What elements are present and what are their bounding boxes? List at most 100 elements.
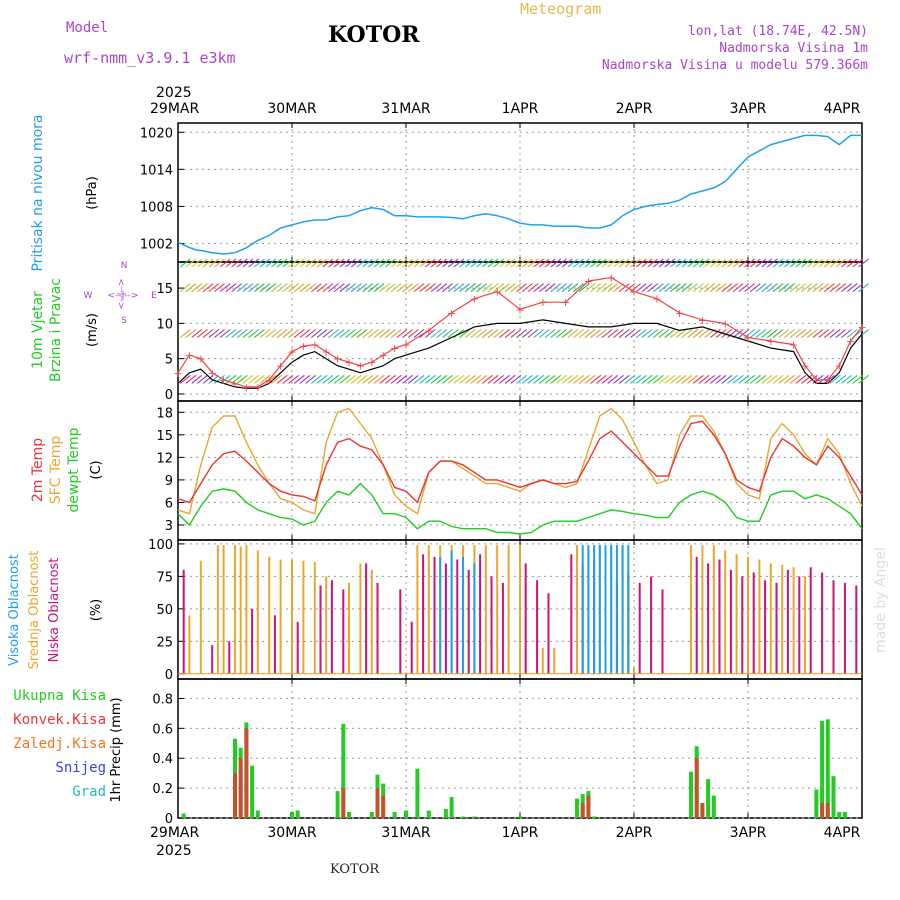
total-precip-bar [689,771,693,818]
total-precip-bar [181,813,186,818]
wind-barb [556,283,567,293]
wind-barb [362,374,373,384]
wind-gust-marker: + [185,349,194,362]
low-cloud-bar [718,559,721,674]
low-cloud-label: Niska Oblacnost [47,558,62,663]
high-cloud-bar [450,550,453,674]
mid-cloud-bar [239,546,242,674]
compass-south-label: S [121,316,127,326]
high-cloud-bar [581,545,584,674]
wind-barb [613,283,624,293]
bottom-year-label: 2025 [156,843,192,859]
wind-gust-marker: + [287,346,296,359]
wind-gust-marker: + [857,321,866,334]
wind-barb [499,258,510,268]
total-precip-bar [842,812,847,818]
wind-barb [670,283,681,293]
wind-barb [795,374,807,384]
wind-barb [293,283,305,293]
wind-barb [578,329,590,338]
wind-barb [322,258,334,268]
wind-barb [829,283,841,293]
bottom-time-label: 2APR [616,825,653,841]
wind-barb [436,329,448,338]
total-precip-bar [404,810,408,818]
wind-barb [482,283,493,293]
wind-barb [607,374,619,384]
wind-speed-line [177,319,863,389]
mid-cloud-bar [416,545,419,674]
convective-precip-bar [820,803,825,818]
wind-gust-marker: + [721,317,730,330]
wind-barb [373,374,385,384]
wind-barb [459,283,470,293]
wind-barb [573,258,584,268]
wind-barb [744,374,755,384]
convective-precip-bar [700,803,705,818]
total-precip-bar [711,795,716,818]
wind-barb [670,329,681,338]
wind-barb [208,258,220,268]
wind-barb [373,329,385,338]
wind-barb [476,283,487,293]
dewpt-temp-line [177,482,863,535]
wind-barb [789,258,801,268]
wind-barb [504,258,516,268]
wind-barb [493,374,505,384]
wind-barb [470,374,482,384]
wind-gust-marker: + [766,335,775,348]
wind-barb [288,283,299,293]
wind-barb [265,258,277,268]
low-cloud-bar [182,569,185,674]
wind-barb [385,374,396,384]
wind-barb [214,329,225,338]
wind-barb [521,258,533,268]
wind-barb [539,283,550,293]
y-tick-label: 25 [156,635,173,650]
high-cloud-bar [615,545,618,674]
mid-cloud-bar [302,560,305,674]
wind-barb [829,258,841,268]
wind-barb [567,258,579,268]
panel-frame [177,400,863,541]
wind-barb [687,374,698,384]
wind-barb [328,283,339,293]
low-cloud-bar [319,585,322,674]
wind-barb [846,283,858,293]
wind-barb [738,283,750,293]
wind-barb [841,374,852,384]
wind-barb [852,283,864,293]
wind-barb [778,329,790,338]
wind-barb [271,258,282,268]
precip-legend-hail: Grad [72,784,106,800]
wind-barb [510,374,522,384]
wind-barb [242,329,254,338]
wind-barb [362,258,373,268]
wind-barb [744,258,755,268]
wind-barb [225,258,237,268]
wind-barb [635,329,647,338]
model-label: Model [66,20,109,36]
mid-cloud-bar [188,615,191,674]
wind-barb [710,329,721,338]
wind-barb [459,258,470,268]
wind-barb [345,258,356,268]
wind-barb [596,283,607,293]
precip-legend-freezing: Zaledj.Kisa [13,736,106,752]
wind-gust-marker: + [607,272,616,285]
low-cloud-bar [444,563,447,674]
wind-barb [179,374,191,384]
wind-barb [219,283,231,293]
low-cloud-bar [843,582,846,674]
wind-barb [476,374,487,384]
top-year-label: 2025 [156,85,192,101]
low-cloud-bar [296,621,299,674]
wind-gust-marker: + [379,349,388,362]
high-cloud-bar [587,545,590,674]
low-cloud-bar [342,589,345,674]
wind-barb [812,283,824,293]
wind-barb [721,329,733,338]
total-precip-bar [415,768,420,818]
low-cloud-bar [536,580,539,674]
